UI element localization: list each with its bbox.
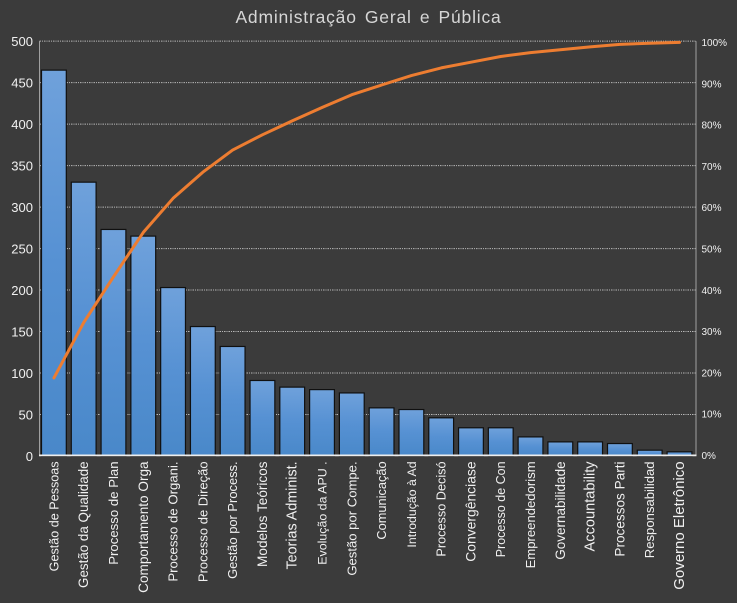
svg-text:Responsabilidad: Responsabilidad: [642, 461, 657, 558]
svg-text:350: 350: [11, 158, 33, 173]
svg-text:70%: 70%: [702, 162, 722, 173]
svg-text:Gestão de Pessoas: Gestão de Pessoas: [47, 461, 61, 571]
svg-text:500: 500: [11, 34, 33, 49]
svg-text:300: 300: [11, 200, 33, 215]
svg-text:100: 100: [11, 366, 33, 381]
svg-text:50: 50: [19, 407, 33, 422]
svg-text:200: 200: [11, 283, 33, 298]
svg-text:Comunicação: Comunicação: [374, 461, 389, 539]
svg-text:20%: 20%: [702, 368, 722, 379]
svg-text:10%: 10%: [702, 410, 722, 421]
svg-text:Gestão por Process.: Gestão por Process.: [225, 461, 240, 579]
svg-text:Administração Geral e Pública: Administração Geral e Pública: [235, 7, 501, 27]
svg-text:60%: 60%: [702, 203, 722, 214]
svg-text:450: 450: [11, 75, 33, 90]
svg-text:Governabilidade: Governabilidade: [553, 461, 568, 559]
svg-text:Comportamento Orga: Comportamento Orga: [136, 461, 151, 593]
svg-text:Teorias Administ.: Teorias Administ.: [285, 461, 301, 569]
svg-text:Convergênciase: Convergênciase: [463, 461, 479, 562]
svg-text:Gestão da Qualidade: Gestão da Qualidade: [76, 461, 91, 588]
svg-text:Processo Decisó: Processo Decisó: [435, 461, 449, 556]
svg-text:0%: 0%: [702, 451, 717, 462]
svg-text:Processo de Plan: Processo de Plan: [106, 461, 121, 564]
svg-text:Processo de Direção: Processo de Direção: [195, 461, 210, 582]
svg-text:Introdução à Ad: Introdução à Ad: [405, 461, 419, 547]
svg-text:Gestão por Compe.: Gestão por Compe.: [344, 461, 359, 575]
svg-text:80%: 80%: [702, 121, 722, 132]
svg-text:90%: 90%: [702, 80, 722, 91]
svg-text:Modelos Teóricos: Modelos Teóricos: [255, 461, 270, 567]
svg-text:Governo Eletrônico: Governo Eletrônico: [671, 461, 688, 589]
svg-text:0: 0: [26, 449, 33, 464]
svg-text:250: 250: [11, 241, 33, 256]
svg-text:50%: 50%: [702, 245, 722, 256]
svg-text:40%: 40%: [702, 286, 722, 297]
svg-text:Accountability: Accountability: [583, 461, 599, 552]
svg-text:Processos Parti: Processos Parti: [612, 461, 627, 556]
svg-text:150: 150: [11, 324, 33, 339]
svg-text:Processo de Con: Processo de Con: [494, 461, 508, 557]
svg-text:Processo de Organi.: Processo de Organi.: [166, 461, 181, 581]
svg-text:Evolução da APU .: Evolução da APU .: [316, 461, 330, 564]
svg-text:400: 400: [11, 117, 33, 132]
svg-text:Empreendedorism: Empreendedorism: [523, 461, 538, 568]
svg-text:100%: 100%: [702, 38, 728, 49]
svg-text:30%: 30%: [702, 327, 722, 338]
